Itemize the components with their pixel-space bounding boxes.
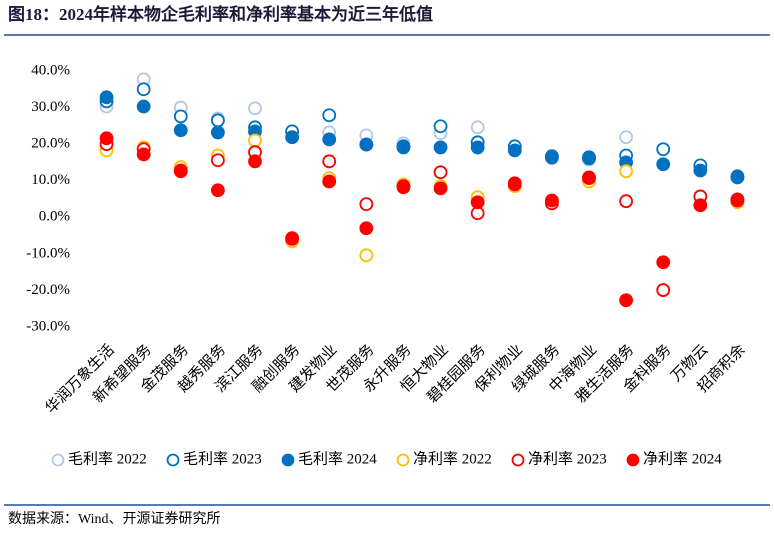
marker	[210, 183, 225, 198]
marker	[544, 149, 559, 164]
marker	[656, 255, 671, 270]
y-tick-label: -10.0%	[26, 245, 70, 261]
marker	[470, 120, 485, 135]
marker	[136, 147, 151, 162]
marker	[248, 133, 262, 148]
marker	[656, 157, 671, 172]
marker	[507, 143, 522, 158]
y-tick-label: 30.0%	[31, 99, 70, 115]
marker	[730, 170, 745, 185]
y-tick-label: 20.0%	[31, 136, 70, 152]
legend-label: 净利率 2022	[413, 450, 492, 467]
marker	[619, 293, 634, 308]
marker	[173, 164, 188, 179]
marker	[656, 283, 671, 297]
marker	[507, 176, 522, 191]
marker	[619, 130, 634, 145]
marker	[433, 140, 448, 155]
marker	[693, 198, 708, 213]
marker	[322, 108, 337, 123]
marker	[248, 154, 262, 169]
marker	[396, 140, 411, 155]
marker	[285, 130, 300, 145]
y-tick-label: 40.0%	[31, 62, 70, 78]
marker	[210, 113, 225, 128]
legend-marker	[281, 453, 295, 467]
legend-marker	[166, 453, 180, 467]
marker	[173, 109, 188, 124]
y-tick-label: -20.0%	[26, 282, 70, 298]
marker	[433, 181, 448, 196]
marker	[544, 193, 559, 208]
marker	[99, 90, 114, 105]
marker	[173, 123, 188, 138]
y-tick-label: 0.0%	[39, 209, 70, 225]
legend-marker	[626, 453, 640, 467]
marker	[619, 164, 634, 179]
marker	[285, 231, 300, 246]
marker	[582, 170, 596, 185]
marker	[396, 180, 411, 195]
marker	[470, 195, 485, 210]
source: 数据来源：Wind、开源证券研究所	[8, 511, 221, 527]
marker	[359, 221, 374, 236]
marker	[136, 99, 151, 114]
y-tick-label: 10.0%	[31, 172, 70, 188]
marker	[322, 132, 337, 147]
marker	[730, 192, 745, 207]
marker	[136, 82, 151, 97]
legend-label: 净利率 2024	[643, 450, 722, 467]
legend-label: 净利率 2023	[528, 450, 607, 467]
marker	[210, 125, 225, 140]
marker	[99, 131, 114, 146]
legend-label: 毛利率 2024	[298, 450, 377, 467]
marker	[433, 119, 448, 134]
chart-title: 图18：2024年样本物企毛利率和净利率基本为近三年低值	[8, 4, 433, 24]
marker	[359, 197, 374, 212]
marker	[322, 154, 337, 169]
marker	[433, 165, 448, 180]
marker	[248, 101, 262, 116]
legend-marker	[396, 453, 410, 467]
marker	[359, 137, 374, 152]
marker	[210, 153, 225, 168]
marker	[656, 142, 671, 157]
marker	[693, 163, 708, 178]
marker	[359, 248, 374, 263]
legend-marker	[51, 453, 65, 467]
legend-marker	[511, 453, 525, 467]
y-tick-label: -30.0%	[26, 318, 70, 334]
marker	[470, 140, 485, 155]
legend-label: 毛利率 2022	[68, 450, 147, 467]
marker	[582, 150, 596, 165]
marker	[322, 174, 337, 189]
legend-label: 毛利率 2023	[183, 450, 262, 467]
marker	[619, 194, 634, 209]
